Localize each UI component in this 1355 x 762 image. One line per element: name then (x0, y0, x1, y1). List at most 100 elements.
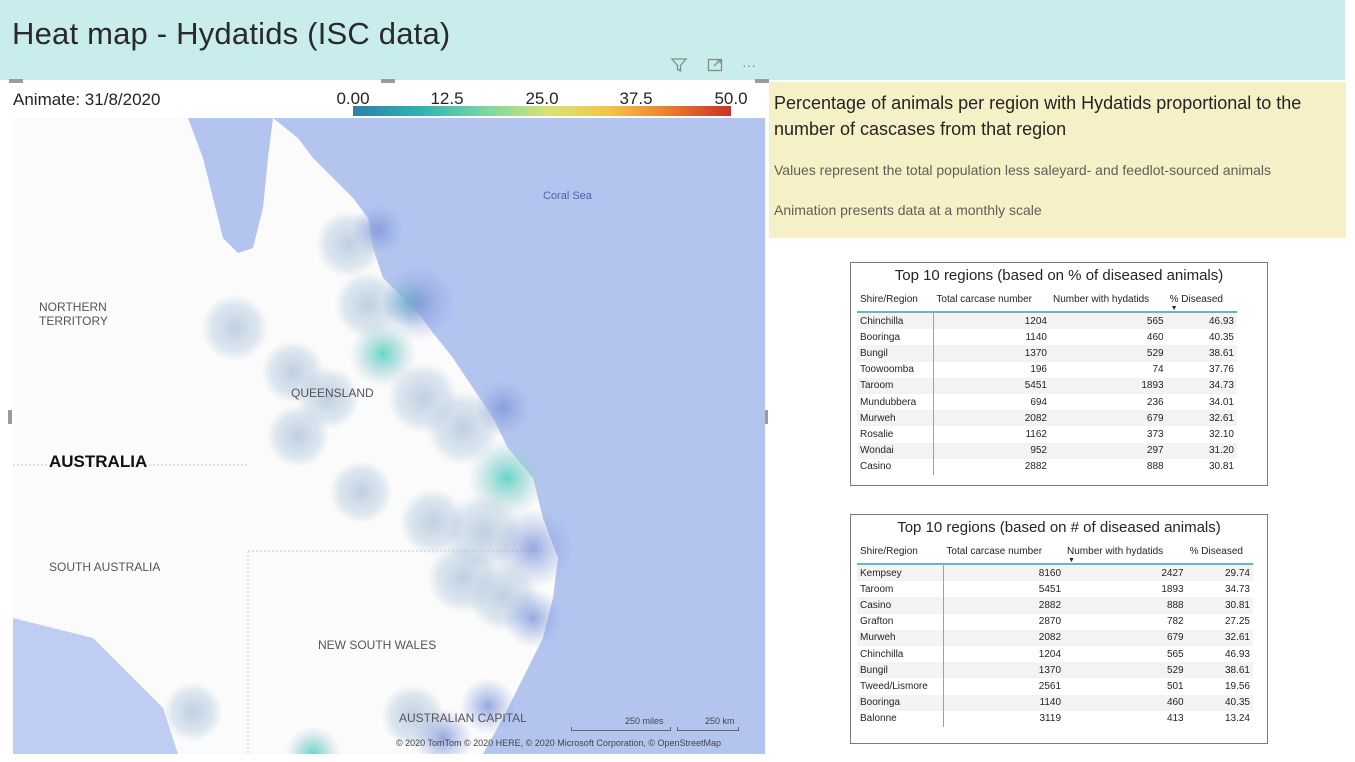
value-cell: 40.35 (1186, 694, 1253, 711)
value-cell: 501 (1166, 680, 1184, 692)
table-row[interactable]: Balonne 3119 413 13.24 (857, 710, 1253, 727)
value-cell: 1140 (1025, 331, 1047, 343)
value-cell: 952 (933, 442, 1050, 459)
value-cell: 38.61 (1166, 345, 1237, 362)
focus-mode-icon[interactable] (704, 54, 726, 76)
table-row[interactable]: Tweed/Lismore 2561 501 19.56 (857, 678, 1253, 695)
value-cell: 529 (1050, 345, 1167, 362)
top10-percent-table[interactable]: Top 10 regions (based on % of diseased a… (850, 262, 1268, 486)
page-title: Heat map - Hydatids (ISC data) (12, 16, 451, 51)
region-cell: Casino (857, 597, 944, 614)
map-attribution[interactable]: © 2020 TomTom © 2020 HERE, © 2020 Micros… (396, 738, 722, 748)
region-cell: Murweh (857, 629, 944, 646)
sort-desc-icon: ▼ (1170, 305, 1178, 312)
column-header[interactable]: Shire/Region (857, 540, 944, 565)
color-scale-legend (353, 106, 731, 116)
sort-desc-icon: ▼ (1068, 557, 1075, 564)
column-header[interactable]: % Diseased (1186, 540, 1253, 565)
value-cell: 8160 (943, 564, 1065, 582)
value-cell: 27.25 (1224, 616, 1250, 628)
more-options-icon[interactable]: ··· (742, 57, 756, 73)
value-cell: 236 (1146, 396, 1164, 408)
table-row[interactable]: Murweh 2082 679 32.61 (857, 629, 1253, 646)
map-canvas[interactable]: Coral Sea NORTHERN TERRITORY QUEENSLAND … (13, 118, 765, 754)
value-cell: 679 (1050, 410, 1167, 427)
value-cell: 46.93 (1166, 312, 1237, 330)
legend-tick: 0.00 (336, 89, 370, 108)
region-cell: Bungil (857, 345, 934, 362)
legend-tick: 37.5 (619, 89, 653, 108)
value-cell: 1162 (1025, 428, 1047, 440)
heat-point (163, 682, 223, 742)
region-cell: Kempsey (857, 564, 944, 582)
description-note: Values represent the total population le… (774, 162, 1272, 178)
value-cell: 34.73 (1166, 377, 1237, 394)
region-cell: Booringa (857, 694, 944, 711)
table-row[interactable]: Booringa 1140 460 40.35 (857, 694, 1253, 711)
resize-handle[interactable] (381, 79, 395, 83)
resize-handle[interactable] (8, 410, 12, 424)
table-row[interactable]: Murweh 2082 679 32.61 (857, 410, 1237, 427)
value-cell: 888 (1064, 597, 1187, 614)
table-row[interactable]: Taroom 5451 1893 34.73 (857, 581, 1253, 598)
table-row[interactable]: Chinchilla 1204 565 46.93 (857, 312, 1237, 330)
heat-point (503, 588, 563, 648)
value-cell: 2082 (943, 629, 1065, 646)
region-cell: Chinchilla (857, 645, 944, 663)
resize-handle[interactable] (9, 79, 23, 83)
value-cell: 1204 (1038, 648, 1062, 660)
value-cell: 297 (1050, 442, 1167, 459)
data-table: Shire/Region Total carcase number Number… (857, 288, 1237, 475)
legend-tick: 12.5 (430, 89, 464, 108)
value-cell: 196 (1030, 364, 1047, 376)
region-cell: Toowoomba (857, 361, 934, 378)
description-note: Animation presents data at a monthly sca… (774, 202, 1042, 218)
table-row[interactable]: Casino 2882 888 30.81 (857, 597, 1253, 614)
filter-icon[interactable] (668, 54, 690, 76)
column-header[interactable]: Number with hydatids (1050, 288, 1167, 313)
top10-count-table[interactable]: Top 10 regions (based on # of diseased a… (850, 514, 1268, 744)
heat-point (380, 265, 456, 341)
column-header-sorted[interactable]: Number with hydatids ▼ (1064, 540, 1187, 565)
column-header[interactable]: Shire/Region (857, 288, 934, 313)
table-row[interactable]: Chinchilla 1204 565 46.93 (857, 645, 1253, 663)
gulf-area (188, 118, 273, 253)
table-row[interactable]: Kempsey 8160 2427 29.74 (857, 564, 1253, 582)
table-row[interactable]: Taroom 5451 1893 34.73 (857, 377, 1237, 394)
table-row[interactable]: Toowoomba 196 74 37.76 (857, 361, 1237, 378)
table-row[interactable]: Booringa 1140 460 40.35 (857, 329, 1237, 346)
value-cell: 2427 (1064, 564, 1187, 582)
region-cell: Taroom (857, 581, 944, 598)
value-cell: 565 (1166, 648, 1184, 660)
resize-handle[interactable] (755, 79, 769, 83)
value-cell: 34.01 (1208, 396, 1234, 408)
table-row[interactable]: Bungil 1370 529 38.61 (857, 345, 1237, 362)
value-cell: 30.81 (1186, 597, 1253, 614)
table-row[interactable]: Casino 2882 888 30.81 (857, 458, 1237, 475)
table-row[interactable]: Rosalie 1162 373 32.10 (857, 426, 1237, 443)
value-cell: 2882 (1024, 461, 1047, 473)
page-header: Heat map - Hydatids (ISC data) (0, 0, 1345, 80)
table-row[interactable]: Mundubbera 694 236 34.01 (857, 393, 1237, 411)
heat-map-visual[interactable]: Animate: 31/8/2020 0.00 12.5 25.0 37.5 5… (8, 79, 769, 757)
table-title: Top 10 regions (based on # of diseased a… (897, 519, 1221, 536)
table-row[interactable]: Grafton 2870 782 27.25 (857, 613, 1253, 630)
region-cell: Bungil (857, 662, 944, 679)
heat-point (201, 294, 269, 362)
value-cell: 74 (1152, 364, 1164, 376)
region-cell: Grafton (857, 613, 944, 630)
value-cell: 29.74 (1186, 564, 1253, 582)
value-cell: 46.93 (1224, 648, 1250, 660)
animation-date-label: Animate: 31/8/2020 (13, 90, 161, 109)
table-row[interactable]: Wondai 952 297 31.20 (857, 442, 1237, 459)
column-header[interactable]: Total carcase number (933, 288, 1050, 313)
value-cell: 32.61 (1166, 410, 1237, 427)
region-cell: Chinchilla (857, 312, 934, 330)
resize-handle[interactable] (764, 410, 768, 424)
table-row[interactable]: Bungil 1370 529 38.61 (857, 662, 1253, 679)
region-cell: Taroom (857, 377, 934, 394)
column-header[interactable]: Total carcase number (943, 540, 1065, 565)
column-header-sorted[interactable]: % Diseased ▼ (1166, 288, 1237, 313)
value-cell: 565 (1050, 312, 1167, 330)
heat-point (413, 708, 473, 754)
